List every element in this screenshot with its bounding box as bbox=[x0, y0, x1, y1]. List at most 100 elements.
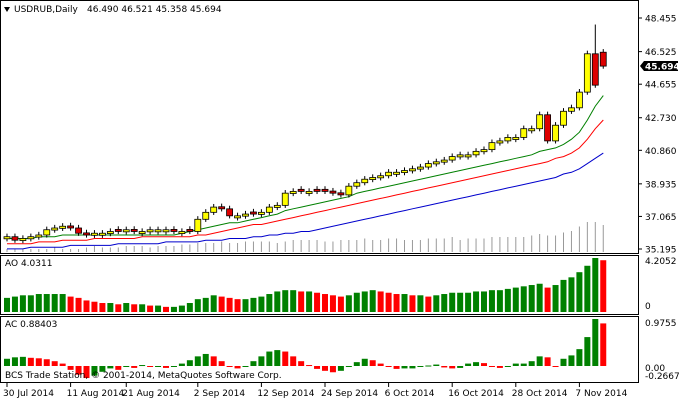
candle-body[interactable] bbox=[35, 234, 43, 238]
candle-body[interactable] bbox=[67, 225, 74, 229]
candle-body[interactable] bbox=[576, 91, 583, 109]
candle-body[interactable] bbox=[154, 229, 162, 233]
candle-body[interactable] bbox=[448, 156, 456, 161]
candle-body[interactable] bbox=[297, 188, 305, 192]
candle-body[interactable] bbox=[3, 236, 11, 240]
candle-body[interactable] bbox=[305, 191, 313, 194]
ac-bar bbox=[75, 366, 82, 375]
candle-body[interactable] bbox=[281, 192, 289, 206]
ao-bar bbox=[43, 294, 50, 312]
candle-body[interactable] bbox=[19, 238, 27, 241]
candle-body[interactable] bbox=[138, 231, 146, 234]
candle-body[interactable] bbox=[202, 211, 210, 220]
ao-bar bbox=[250, 297, 257, 312]
ac-bar bbox=[536, 356, 543, 366]
ao-bar bbox=[584, 265, 591, 312]
candle-body[interactable] bbox=[210, 206, 218, 213]
candle-body[interactable] bbox=[27, 236, 35, 240]
candle-body[interactable] bbox=[599, 51, 607, 67]
candle-body[interactable] bbox=[99, 232, 106, 236]
candle-body[interactable] bbox=[51, 227, 59, 231]
candle-body[interactable] bbox=[257, 211, 265, 215]
candle-body[interactable] bbox=[560, 110, 567, 126]
ac-bar bbox=[568, 355, 575, 366]
candle-body[interactable] bbox=[122, 229, 130, 233]
ao-bar bbox=[560, 279, 567, 312]
candle-body[interactable] bbox=[520, 128, 528, 138]
ac-bar bbox=[409, 366, 416, 369]
candlesticks[interactable] bbox=[3, 24, 607, 244]
candle-body[interactable] bbox=[583, 53, 591, 93]
candle-body[interactable] bbox=[353, 182, 361, 187]
candle-body[interactable] bbox=[385, 171, 393, 177]
candle-body[interactable] bbox=[591, 53, 599, 86]
candle-body[interactable] bbox=[43, 229, 51, 236]
ao-bar bbox=[123, 303, 130, 312]
candle-body[interactable] bbox=[361, 178, 369, 184]
candle-body[interactable] bbox=[162, 229, 170, 233]
candle-body[interactable] bbox=[409, 168, 416, 172]
candle-body[interactable] bbox=[401, 170, 408, 174]
candle-body[interactable] bbox=[289, 191, 297, 194]
candle-body[interactable] bbox=[528, 128, 536, 132]
candle-body[interactable] bbox=[416, 166, 424, 170]
candle-body[interactable] bbox=[186, 229, 194, 232]
candle-body[interactable] bbox=[226, 208, 234, 217]
ao-top-label: 4.2052 bbox=[645, 257, 677, 267]
candle-body[interactable] bbox=[345, 185, 353, 196]
candle-body[interactable] bbox=[75, 227, 82, 234]
candle-body[interactable] bbox=[337, 192, 345, 196]
candle-body[interactable] bbox=[265, 206, 273, 213]
candle-body[interactable] bbox=[273, 204, 281, 208]
candle-body[interactable] bbox=[456, 154, 464, 158]
candle-body[interactable] bbox=[377, 175, 385, 179]
candle-body[interactable] bbox=[329, 190, 337, 194]
candle-body[interactable] bbox=[480, 149, 488, 153]
candle-body[interactable] bbox=[424, 163, 432, 168]
candle-body[interactable] bbox=[83, 232, 90, 236]
candle-body[interactable] bbox=[464, 154, 472, 158]
ao-bar bbox=[19, 295, 26, 312]
candle-body[interactable] bbox=[504, 137, 512, 142]
ao-bar bbox=[433, 295, 440, 312]
candle-body[interactable] bbox=[512, 137, 520, 140]
candle-body[interactable] bbox=[544, 114, 551, 142]
candle-body[interactable] bbox=[194, 218, 202, 232]
candle-body[interactable] bbox=[91, 232, 98, 236]
candle-body[interactable] bbox=[250, 211, 257, 215]
candle-body[interactable] bbox=[313, 188, 321, 192]
candle-body[interactable] bbox=[114, 229, 122, 232]
candle-body[interactable] bbox=[218, 206, 226, 210]
candle-body[interactable] bbox=[488, 142, 496, 151]
candle-body[interactable] bbox=[242, 213, 249, 217]
candle-body[interactable] bbox=[59, 225, 67, 229]
candle-body[interactable] bbox=[321, 188, 329, 192]
candle-body[interactable] bbox=[472, 150, 480, 156]
candle-body[interactable] bbox=[234, 215, 241, 219]
candle-body[interactable] bbox=[440, 159, 448, 163]
ac-bar bbox=[314, 366, 321, 369]
ac-bar bbox=[242, 366, 249, 367]
candle-body[interactable] bbox=[130, 229, 138, 232]
candle-body[interactable] bbox=[496, 140, 504, 144]
candle-body[interactable] bbox=[106, 231, 114, 234]
candle-body[interactable] bbox=[178, 231, 186, 234]
ac-bar bbox=[504, 366, 511, 367]
candle-body[interactable] bbox=[170, 229, 178, 232]
candle-body[interactable] bbox=[536, 114, 544, 130]
ao-bar bbox=[91, 301, 98, 312]
candle-body[interactable] bbox=[11, 236, 19, 241]
ac-bar bbox=[51, 361, 58, 366]
candle-body[interactable] bbox=[432, 161, 440, 165]
ao-bar bbox=[107, 303, 114, 312]
candle-body[interactable] bbox=[393, 171, 400, 175]
ac-bar bbox=[266, 351, 273, 366]
ac-bar bbox=[99, 366, 106, 372]
ac-panel[interactable] bbox=[0, 316, 638, 382]
ao-bar bbox=[35, 294, 42, 312]
candle-body[interactable] bbox=[146, 229, 154, 233]
candle-body[interactable] bbox=[369, 177, 377, 180]
candle-body[interactable] bbox=[552, 124, 559, 142]
candle-body[interactable] bbox=[568, 107, 575, 112]
